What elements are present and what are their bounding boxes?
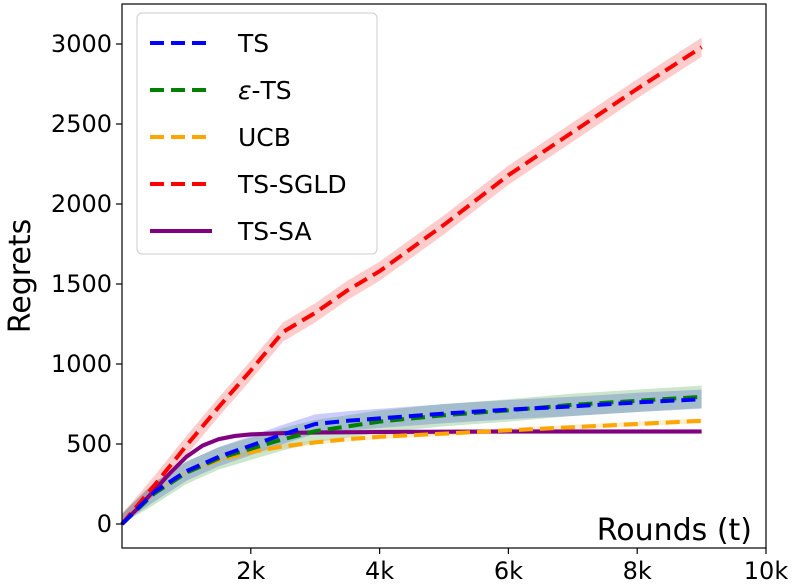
legend-box	[136, 12, 378, 255]
y-tick-label: 500	[66, 430, 112, 458]
y-tick-label: 2000	[51, 190, 112, 218]
series-lines	[120, 45, 703, 526]
legend-label-2: UCB	[238, 123, 291, 152]
y-tick-label: 1000	[51, 350, 112, 378]
line-series-3	[120, 45, 703, 526]
line-series-0	[120, 397, 702, 526]
x-axis-label: Rounds (t)	[597, 513, 752, 548]
x-tick-label: 4k	[365, 557, 394, 585]
y-axis-label: Regrets	[3, 219, 38, 334]
legend-label-0: TS	[237, 29, 269, 58]
line-series-4	[120, 429, 702, 526]
y-tick-label: 2500	[51, 110, 112, 138]
y-tick-label: 3000	[51, 30, 112, 58]
y-axis-ticks: 0 500 1000 1500 2000 2500 3000	[51, 30, 122, 538]
legend-label-1: ε-TS	[238, 76, 292, 105]
x-tick-label: 8k	[623, 557, 652, 585]
y-tick-label: 1500	[51, 270, 112, 298]
y-tick-label: 0	[97, 510, 112, 538]
legend-label-3: TS-SGLD	[237, 170, 347, 199]
legend: TS ε-TS UCB TS-SGLD TS-SA	[136, 12, 378, 255]
x-tick-label: 10k	[744, 557, 789, 585]
x-tick-label: 6k	[494, 557, 523, 585]
x-tick-label: 2k	[236, 557, 265, 585]
x-axis-ticks: 2k 4k 6k 8k 10k	[236, 548, 788, 585]
legend-label-4: TS-SA	[237, 217, 312, 246]
plot-frame	[121, 3, 767, 549]
band-series-3	[122, 37, 702, 524]
